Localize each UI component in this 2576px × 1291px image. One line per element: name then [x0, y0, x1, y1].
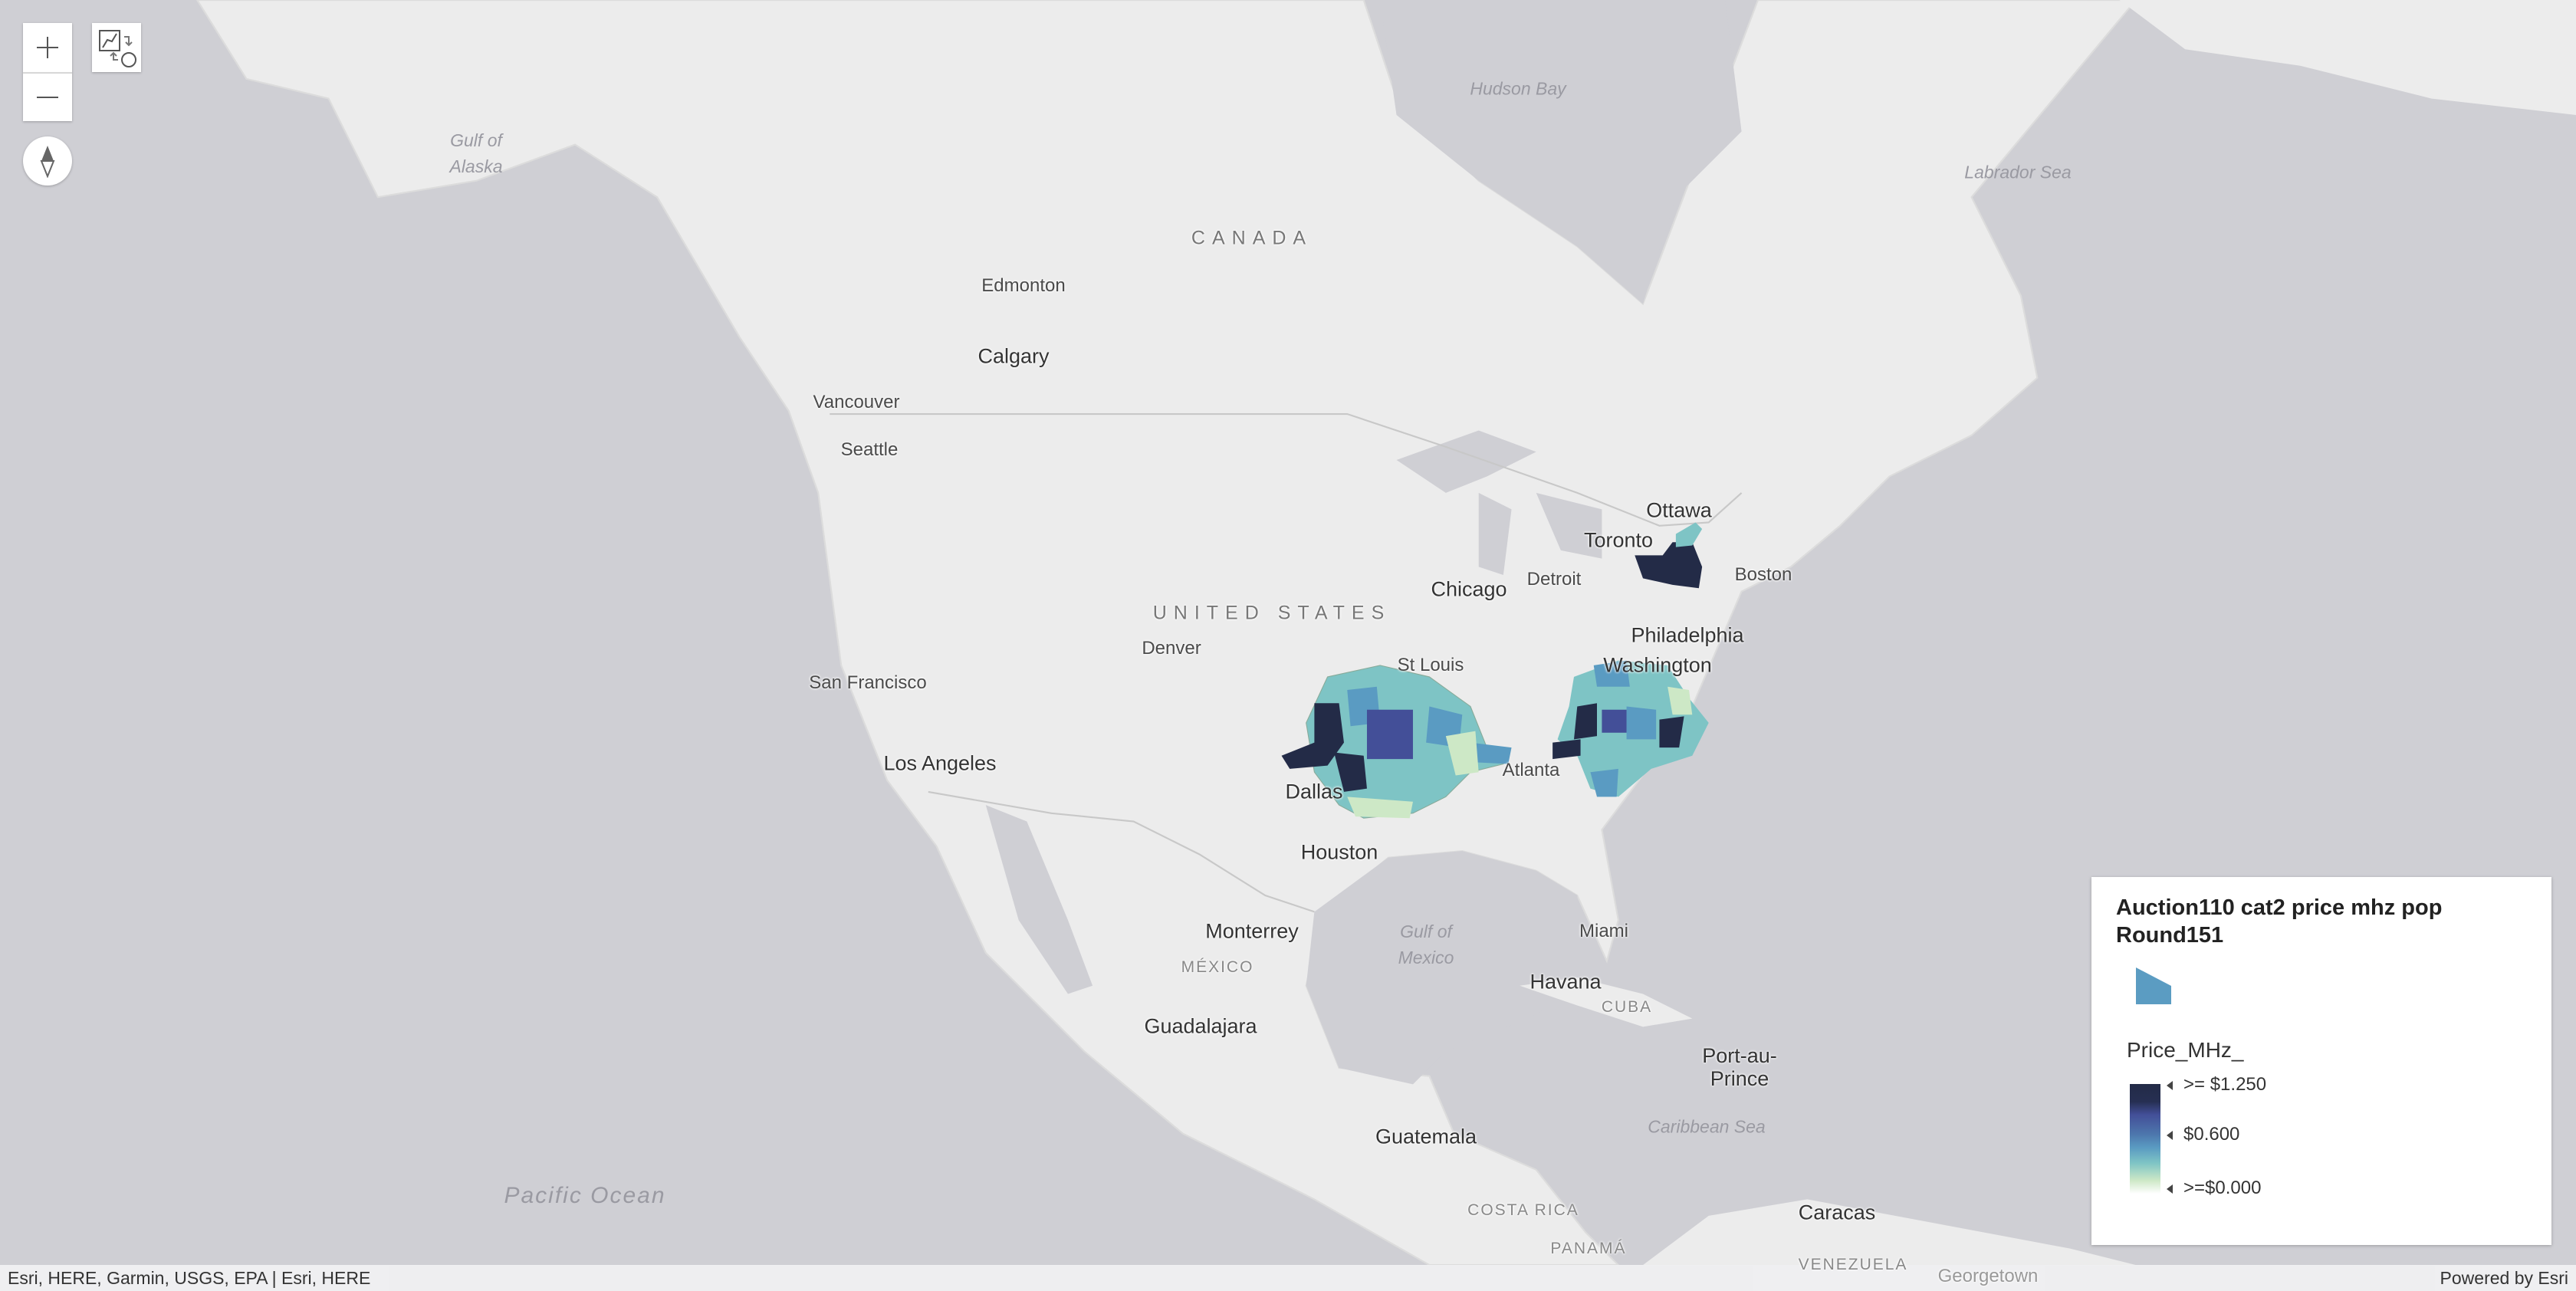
legend-panel: Auction110 cat2 price mhz pop Round151 P… [2091, 877, 2551, 1245]
attribution-bar: Esri, HERE, Garmin, USGS, EPA | Esri, HE… [0, 1265, 2576, 1291]
legend-layer-title: Auction110 cat2 price mhz pop Round151 [2116, 895, 2443, 948]
basemap [196, 0, 2576, 1266]
region-polygon[interactable] [1347, 686, 1512, 764]
label-chicago: Chicago [1431, 577, 1507, 601]
legend-color-ramp [2130, 1084, 2160, 1194]
label-guatemala: Guatemala [1375, 1125, 1477, 1148]
label-boston: Boston [1734, 564, 1792, 585]
label-gulf-of-mexico: Gulf of Mexico [1398, 921, 1454, 967]
label-mexico: MÉXICO [1181, 958, 1254, 976]
label-venezuela: VENEZUELA [1798, 1256, 1908, 1273]
choropleth-layer[interactable] [1281, 522, 1709, 819]
label-edmonton: Edmonton [981, 275, 1066, 296]
region-polygon[interactable] [1668, 686, 1693, 715]
legend-stop-mid: $0.600 [2167, 1124, 2239, 1145]
greenland-landmass [2119, 0, 2576, 115]
label-seattle: Seattle [840, 439, 899, 460]
label-detroit: Detroit [1526, 569, 1582, 590]
label-georgetown: Georgetown [1937, 1266, 2039, 1286]
gulf-of-mexico [1306, 851, 1585, 1085]
label-labrador-sea: Labrador Sea [1964, 162, 2072, 182]
label-guadalajara: Guadalajara [1144, 1014, 1257, 1038]
label-ottawa: Ottawa [1646, 498, 1712, 522]
attribution-sources[interactable]: Esri, HERE, Garmin, USGS, EPA | Esri, HE… [8, 1268, 371, 1288]
label-vancouver: Vancouver [813, 392, 900, 412]
gulf-of-california [985, 805, 1093, 994]
label-calgary: Calgary [978, 344, 1050, 368]
label-st-louis: St Louis [1397, 655, 1464, 675]
plus-icon [37, 37, 58, 58]
region-polygon[interactable] [1590, 660, 1657, 797]
label-united-states: UNITED STATES [1152, 602, 1392, 624]
north-america-landmass [196, 0, 2137, 1266]
south-america-landmass [1643, 1199, 2136, 1266]
zoom-in-button[interactable] [23, 23, 72, 74]
region-polygon[interactable] [1602, 709, 1627, 733]
label-los-angeles: Los Angeles [883, 751, 997, 775]
label-denver: Denver [1142, 638, 1201, 659]
label-costa-rica: COSTA RICA [1467, 1201, 1579, 1219]
basemap-toggle-icon [99, 30, 136, 67]
minus-icon [37, 97, 58, 98]
region-polygon[interactable] [1347, 731, 1479, 819]
legend-stop-high: >= $1.250 [2167, 1074, 2266, 1096]
region-polygon[interactable] [1366, 709, 1413, 760]
label-san-francisco: San Francisco [809, 672, 927, 693]
label-havana: Havana [1530, 970, 1602, 994]
label-caribbean-sea: Caribbean Sea [1648, 1116, 1766, 1137]
label-washington: Washington [1603, 653, 1712, 677]
label-pacific-ocean: Pacific Ocean [504, 1183, 666, 1208]
great-lakes [1396, 430, 1602, 576]
zoom-out-button[interactable] [23, 74, 72, 121]
label-atlanta: Atlanta [1502, 760, 1560, 780]
compass-button[interactable] [23, 136, 72, 186]
label-houston: Houston [1300, 840, 1378, 864]
label-toronto: Toronto [1583, 528, 1654, 552]
us-mexico-border [928, 790, 1315, 913]
hudson-bay [1380, 0, 1742, 304]
label-port-au-prince: Port-au- Prince [1702, 1044, 1777, 1090]
region-polygon[interactable] [1552, 703, 1684, 760]
powered-by-esri[interactable]: Powered by Esri [2440, 1268, 2568, 1288]
label-hudson-bay: Hudson Bay [1470, 78, 1566, 99]
label-monterrey: Monterrey [1205, 919, 1299, 943]
compass-icon [40, 146, 55, 178]
label-panama: PANAMÁ [1550, 1240, 1627, 1257]
us-canada-border [830, 412, 1743, 527]
region-polygon[interactable] [1675, 522, 1703, 547]
label-miami: Miami [1579, 921, 1628, 941]
legend-symbol-swatch [2136, 967, 2171, 1004]
label-philadelphia: Philadelphia [1631, 623, 1744, 647]
cuba [1520, 977, 1693, 1027]
label-caracas: Caracas [1798, 1201, 1876, 1224]
legend-field-name: Price_MHz_ [2127, 1038, 2244, 1062]
region-polygon[interactable] [1281, 703, 1367, 792]
label-canada: CANADA [1191, 227, 1313, 249]
label-gulf-of-alaska: Gulf of Alaska [449, 130, 503, 176]
region-polygon[interactable] [1635, 542, 1703, 589]
legend-stop-low: >=$0.000 [2167, 1178, 2261, 1199]
label-cuba: CUBA [1601, 998, 1653, 1016]
label-dallas: Dallas [1285, 780, 1343, 803]
basemap-toggle-button[interactable] [92, 23, 141, 72]
